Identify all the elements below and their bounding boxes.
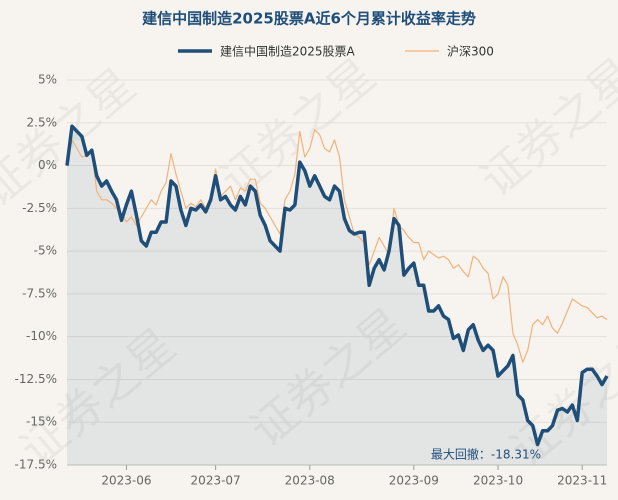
- y-tick-label: -17.5%: [15, 458, 57, 472]
- legend-label: 建信中国制造2025股票A: [220, 44, 356, 59]
- y-tick-label: -5%: [34, 244, 57, 258]
- x-tick-label: 2023-11: [557, 474, 607, 488]
- x-tick-label: 2023-08: [285, 474, 335, 488]
- x-tick-label: 2023-06: [101, 474, 151, 488]
- y-tick-label: 2.5%: [27, 115, 58, 129]
- area-fill: [67, 126, 607, 465]
- chart-title: 建信中国制造2025股票A近6个月累计收益率走势: [142, 10, 476, 28]
- series-line: [66, 129, 608, 363]
- y-tick-label: -15%: [26, 415, 57, 429]
- series-line: [65, 124, 609, 447]
- y-tick-label: -7.5%: [22, 286, 57, 300]
- x-tick-label: 2023-07: [191, 474, 241, 488]
- y-tick-label: 0%: [38, 158, 57, 172]
- legend-label: 沪深300: [447, 45, 494, 59]
- annotation: 最大回撤：-18.31%: [431, 447, 541, 462]
- y-tick-label: -12.5%: [15, 372, 57, 386]
- y-tick-label: -10%: [26, 329, 57, 343]
- x-tick-label: 2023-09: [389, 474, 439, 488]
- y-tick-label: 5%: [38, 73, 57, 87]
- x-tick-label: 2023-10: [473, 474, 523, 488]
- y-tick-label: -2.5%: [22, 201, 57, 215]
